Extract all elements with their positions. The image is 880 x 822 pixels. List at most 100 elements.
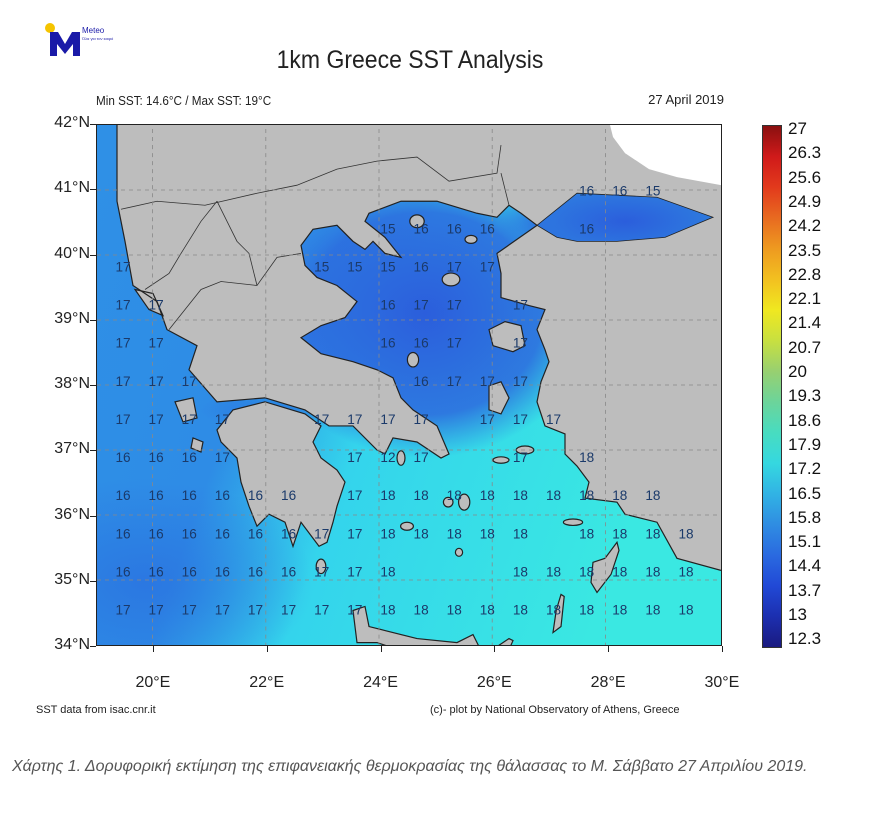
sst-value: 17	[149, 336, 164, 351]
graticule	[97, 125, 721, 645]
peloponnese	[216, 401, 346, 549]
analysis-date: 27 April 2019	[648, 92, 724, 107]
plot-credit: (c)- plot by National Observatory of Ath…	[430, 704, 680, 716]
lat-label: 42°N	[54, 114, 90, 131]
colorbar-label: 12.3	[788, 629, 822, 649]
sst-value: 17	[513, 450, 528, 465]
sst-value: 17	[414, 412, 429, 427]
colorbar-label: 22.8	[788, 264, 822, 284]
sst-value: 15	[314, 259, 329, 274]
lat-label: 38°N	[54, 375, 90, 392]
sst-value: 17	[380, 412, 395, 427]
sst-value: 18	[513, 526, 528, 541]
logo-word: Meteo	[82, 26, 105, 35]
sst-value: 17	[182, 602, 197, 617]
sst-value: 17	[182, 412, 197, 427]
lat-label: 40°N	[54, 244, 90, 262]
sst-value: 18	[678, 526, 693, 541]
sst-value: 17	[149, 298, 164, 313]
sst-value: 18	[513, 488, 528, 503]
colorbar-label: 24.9	[788, 191, 822, 211]
sst-value: 18	[480, 488, 495, 503]
sst-value: 16	[414, 336, 429, 351]
sst-value: 16	[115, 488, 130, 503]
sst-value: 18	[380, 564, 395, 579]
chios	[488, 381, 510, 415]
lat-label: 35°N	[54, 570, 90, 588]
lesvos	[488, 320, 526, 353]
sst-value: 18	[579, 564, 594, 579]
andros	[396, 450, 406, 466]
sst-value: 17	[149, 602, 164, 617]
sst-value: 16	[380, 336, 395, 351]
sst-value: 16	[182, 488, 197, 503]
sst-value: 18	[579, 450, 594, 465]
sst-value: 16	[480, 221, 495, 236]
sst-value: 18	[546, 564, 561, 579]
sst-value: 18	[546, 488, 561, 503]
sst-value: 17	[480, 412, 495, 427]
colorbar	[762, 125, 782, 648]
sst-value: 18	[480, 602, 495, 617]
sst-value: 18	[447, 488, 462, 503]
milos	[400, 521, 414, 531]
logo-tagline: Όλα για τον καιρό	[82, 36, 114, 41]
lat-label: 37°N	[54, 440, 90, 458]
colorbar-label: 15.8	[788, 507, 822, 527]
sst-value: 15	[380, 221, 395, 236]
sst-value: 17	[248, 602, 263, 617]
lon-label: 22°E	[249, 674, 285, 691]
sst-value: 15	[380, 259, 395, 274]
sst-value: 17	[115, 336, 130, 351]
sst-value: 17	[115, 602, 130, 617]
colorbar-label: 18.6	[788, 410, 822, 430]
lon-tick	[608, 646, 610, 652]
kythira	[315, 558, 327, 575]
sst-value: 17	[513, 298, 528, 313]
lat-label: 41°N	[54, 179, 90, 197]
sst-value: 18	[380, 526, 395, 541]
sst-value: 18	[612, 602, 627, 617]
sst-value: 18	[612, 564, 627, 579]
sst-value: 17	[281, 602, 296, 617]
sst-value: 17	[513, 412, 528, 427]
min-max-sst: Min SST: 14.6°C / Max SST: 19°C	[96, 93, 272, 108]
kefalonia	[174, 397, 198, 423]
samothrace	[464, 234, 478, 244]
sst-value: 17	[347, 412, 362, 427]
sst-value: 17	[513, 374, 528, 389]
limnos	[441, 272, 461, 287]
figure-caption: Χάρτης 1. Δορυφορική εκτίμηση της επιφαν…	[12, 758, 808, 775]
sst-value: 16	[612, 183, 627, 198]
santorini	[454, 547, 464, 557]
sst-value: 16	[215, 488, 230, 503]
sst-value: 16	[281, 564, 296, 579]
colorbar-label: 14.4	[788, 556, 822, 576]
sst-value: 18	[414, 602, 429, 617]
sst-value: 18	[480, 526, 495, 541]
sst-value: 17	[115, 412, 130, 427]
colorbar-label: 15.1	[788, 532, 822, 552]
sst-value: 15	[347, 259, 362, 274]
sst-value: 17	[215, 450, 230, 465]
sst-value: 18	[414, 526, 429, 541]
naxos	[458, 493, 471, 511]
skyros	[406, 351, 420, 368]
lat-tick	[90, 254, 96, 256]
sst-value: 16	[248, 526, 263, 541]
sst-value: 18	[546, 602, 561, 617]
sst-value: 17	[347, 450, 362, 465]
colorbar-label: 13.7	[788, 580, 822, 600]
colorbar-label: 21.4	[788, 313, 822, 333]
sst-value: 17	[414, 450, 429, 465]
colorbar-label: 22.1	[788, 289, 822, 309]
kos	[562, 518, 584, 527]
colorbar-label: 17.2	[788, 459, 822, 479]
sst-value: 17	[447, 336, 462, 351]
sst-value: 18	[645, 526, 660, 541]
sst-value: 15	[645, 183, 660, 198]
sst-value: 16	[149, 488, 164, 503]
sst-value: 18	[447, 602, 462, 617]
sst-value: 18	[678, 564, 693, 579]
